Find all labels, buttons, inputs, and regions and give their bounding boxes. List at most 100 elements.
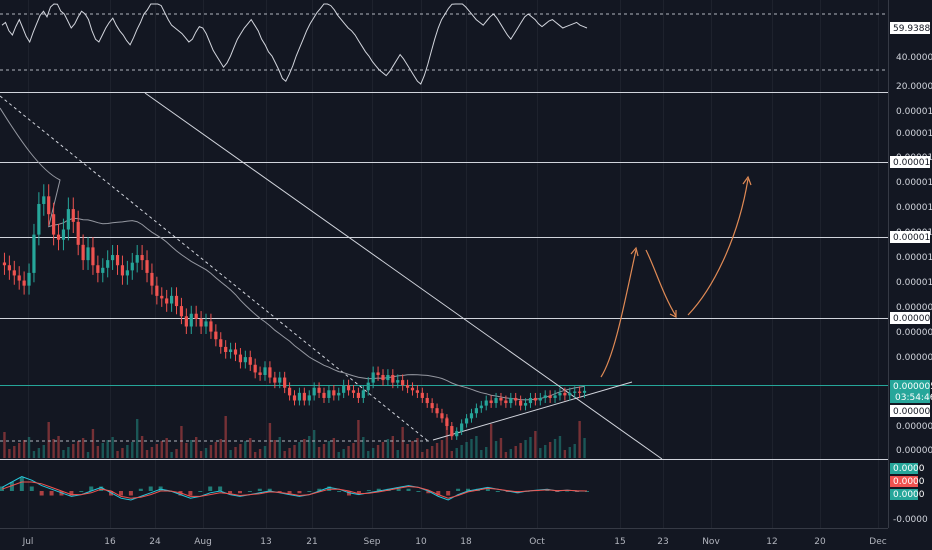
low-price-value: 0.00000556 bbox=[893, 407, 932, 417]
level-tag-2 bbox=[890, 231, 930, 243]
volume-bar bbox=[190, 440, 193, 458]
macd-histogram-bar bbox=[19, 477, 24, 491]
volume-bar bbox=[81, 438, 85, 458]
candle-body bbox=[17, 275, 21, 281]
candle-body bbox=[342, 385, 346, 393]
time-axis-label: 21 bbox=[306, 537, 317, 547]
candle-body bbox=[243, 357, 247, 363]
candle-body bbox=[332, 390, 336, 396]
candle-body bbox=[130, 262, 134, 271]
macd-histogram-bar bbox=[267, 488, 272, 491]
level-tag-1 bbox=[890, 156, 930, 168]
volume-bar bbox=[283, 451, 286, 458]
volume-bar bbox=[499, 438, 503, 458]
macd-histogram-bar bbox=[9, 482, 14, 491]
macd-histogram-bar bbox=[277, 491, 282, 492]
candle-body bbox=[174, 295, 179, 307]
candle-body bbox=[346, 385, 351, 391]
level-tag-3 bbox=[890, 312, 930, 324]
volume-bar bbox=[426, 449, 429, 458]
candle-body bbox=[538, 397, 542, 401]
volume-bar bbox=[214, 442, 218, 458]
candle-body bbox=[91, 247, 95, 266]
candle-body bbox=[273, 377, 277, 383]
candle-body bbox=[248, 357, 252, 365]
macd-histogram-bar bbox=[118, 491, 123, 496]
volume-bar bbox=[249, 438, 252, 458]
rsi-current-tag bbox=[890, 22, 930, 34]
volume-bar bbox=[253, 452, 257, 458]
candle-body bbox=[170, 295, 174, 304]
candle-body bbox=[533, 397, 537, 401]
volume-bar bbox=[8, 449, 11, 458]
macd-value-c: 0.0000 bbox=[893, 490, 925, 500]
time-axis-label: 13 bbox=[260, 537, 271, 547]
dotted-trendline bbox=[0, 95, 429, 442]
projection-arrowhead-2 bbox=[669, 310, 677, 318]
macd-histogram-bar bbox=[188, 491, 193, 496]
candle-body bbox=[509, 397, 513, 404]
candle-body bbox=[455, 431, 459, 437]
candle-body bbox=[140, 255, 144, 261]
candle-body bbox=[37, 203, 41, 235]
volume-bar bbox=[470, 439, 473, 458]
candle-body bbox=[440, 413, 444, 419]
volume-bar bbox=[573, 444, 576, 458]
candle-body bbox=[519, 400, 523, 406]
volume-bar bbox=[111, 437, 114, 458]
time-axis-label: Dec bbox=[869, 537, 886, 547]
grid bbox=[28, 0, 879, 528]
volume-bar bbox=[303, 439, 306, 458]
macd-pane bbox=[0, 476, 589, 501]
price-axis: 59.9388 40.0000 20.0000 0.00001700 0.0000… bbox=[890, 22, 932, 525]
time-axis-label: Aug bbox=[194, 537, 212, 547]
macd-histogram-bar bbox=[237, 491, 242, 494]
candle-body bbox=[396, 380, 400, 383]
price-tick-label: 0.00000900 bbox=[896, 303, 932, 313]
rsi-pane bbox=[0, 3, 888, 85]
rsi-tick-20: 20.0000 bbox=[896, 82, 932, 92]
candle-body bbox=[563, 392, 567, 396]
candle-body bbox=[7, 265, 11, 271]
price-pane bbox=[0, 92, 888, 460]
macd-histogram-bar bbox=[317, 488, 322, 491]
candle-body bbox=[297, 392, 302, 401]
candle-body bbox=[558, 392, 562, 396]
volume-bar bbox=[367, 451, 370, 458]
time-axis[interactable]: Jul 16 24 Aug 13 21 Sep 10 18 Oct 15 23 Nov 12 20 Dec bbox=[22, 537, 887, 547]
volume-bar bbox=[268, 423, 272, 458]
price-tick-label: 0.00001000 bbox=[896, 278, 932, 288]
price-tick-label: 0.00000700 bbox=[896, 353, 932, 363]
candle-body bbox=[253, 364, 257, 373]
time-axis-label: 15 bbox=[614, 537, 625, 547]
volume-bar bbox=[263, 446, 267, 458]
volume-bar bbox=[514, 446, 517, 458]
rsi-line bbox=[1, 3, 588, 85]
volume-bar bbox=[72, 444, 75, 458]
candle-body bbox=[204, 321, 208, 327]
volume-bar bbox=[155, 444, 159, 458]
volume-bar bbox=[126, 445, 129, 458]
volume-bar bbox=[273, 440, 277, 458]
candle-body bbox=[224, 346, 228, 353]
candle-body bbox=[27, 272, 31, 286]
pane-separators bbox=[0, 0, 889, 529]
volume-bar bbox=[293, 445, 296, 458]
volume-bar bbox=[185, 443, 188, 458]
candle-body bbox=[61, 229, 66, 240]
candle-body bbox=[81, 244, 85, 261]
candle-body bbox=[337, 392, 341, 396]
macd-histogram-bar bbox=[426, 491, 431, 494]
macd-histogram-bar bbox=[208, 486, 213, 491]
volume-bar bbox=[234, 447, 237, 458]
candle-body bbox=[12, 270, 16, 276]
candle-body bbox=[460, 423, 464, 432]
volume-bar bbox=[317, 447, 321, 458]
macd-histogram-bar bbox=[456, 488, 461, 491]
moving-average-line bbox=[0, 107, 585, 401]
projection-arrows bbox=[600, 175, 752, 378]
candle-body bbox=[287, 387, 292, 396]
volume-bar bbox=[445, 417, 449, 458]
macd-value-b: 0.0000 bbox=[893, 477, 925, 487]
